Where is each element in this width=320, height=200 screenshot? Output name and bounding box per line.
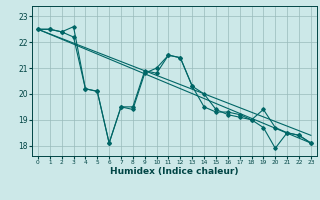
X-axis label: Humidex (Indice chaleur): Humidex (Indice chaleur) (110, 167, 239, 176)
